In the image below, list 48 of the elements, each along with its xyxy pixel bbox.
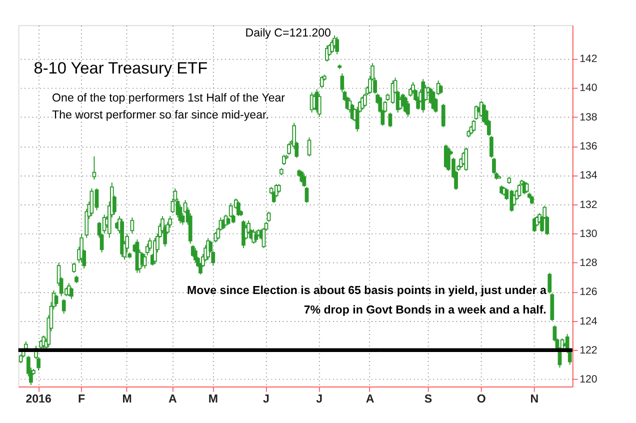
candlestick	[441, 103, 446, 128]
y-tick-label: 134	[580, 170, 598, 182]
x-tick-label: S	[424, 393, 432, 406]
candlestick	[266, 211, 271, 222]
y-tick-label: 132	[580, 198, 598, 211]
x-tick-label: N	[530, 393, 539, 406]
y-tick-label: 138	[580, 111, 598, 124]
x-tick-label: A	[366, 393, 375, 406]
x-tick-label: A	[168, 393, 178, 406]
candlestick	[406, 100, 410, 118]
candlestick	[254, 230, 258, 243]
y-tick-label: 130	[580, 228, 598, 240]
x-tick-label: M	[122, 393, 132, 406]
candlestick	[130, 217, 134, 234]
candlestick	[214, 232, 218, 243]
candlestick	[490, 135, 494, 158]
candlestick	[70, 286, 74, 300]
candlestick	[302, 173, 306, 188]
text: 8-10 Year Treasury ETF	[34, 59, 208, 78]
x-tick-label: J	[316, 393, 323, 406]
y-tick-label: 140	[580, 82, 598, 94]
candlestick	[388, 112, 392, 128]
candlestick	[320, 76, 324, 88]
candlestick	[472, 119, 476, 132]
candlestick	[548, 272, 552, 294]
y-tick-label: 126	[580, 286, 598, 298]
y-tick-label: 122	[580, 344, 598, 356]
candlestick	[524, 182, 529, 194]
candlestick	[54, 294, 58, 307]
y-tick-label: 128	[580, 257, 598, 270]
y-tick-label: 124	[580, 315, 598, 328]
candlestick	[62, 298, 66, 314]
x-tick-label: O	[476, 393, 486, 406]
candlestick	[304, 186, 309, 204]
annotation: Move since Election is about 65 basis points in yield, just under a 7% drop in Govt Bonds in a week and a half.	[187, 285, 547, 316]
candlestick	[317, 93, 322, 118]
x-tick-label: 2016	[26, 393, 52, 406]
y-tick-label: 142	[580, 53, 598, 66]
x-tick-label: M	[208, 393, 218, 406]
text: One of the top performers 1st Half of the Year The worst performer so far since mid-year.	[52, 92, 286, 122]
annotation: Daily C=121.200	[245, 28, 331, 40]
candlestick	[193, 248, 198, 264]
candlestick	[72, 262, 76, 274]
candlestick	[307, 136, 312, 157]
y-tick-label: 120	[580, 374, 598, 386]
x-tick-label: F	[78, 393, 86, 406]
x-tick-label: J	[263, 393, 270, 406]
y-tick-label: 136	[580, 140, 598, 152]
